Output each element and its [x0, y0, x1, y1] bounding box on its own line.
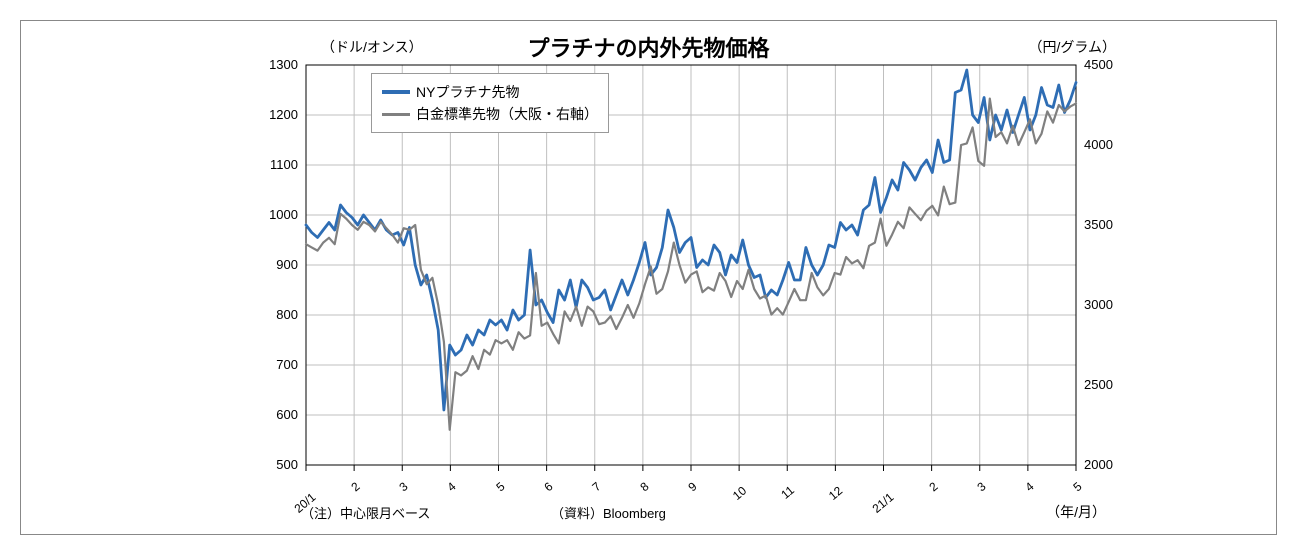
- x-tick: 21/1: [869, 490, 896, 516]
- legend-item-osaka: 白金標準先物（大阪・右軸）: [382, 104, 598, 124]
- y-right-tick: 2000: [1084, 457, 1124, 472]
- y-left-tick: 500: [258, 457, 298, 472]
- y-right-tick: 3000: [1084, 297, 1124, 312]
- y-left-tick: 600: [258, 407, 298, 422]
- x-tick: 11: [779, 483, 798, 502]
- y-left-tick: 1200: [258, 107, 298, 122]
- y-left-tick: 1100: [258, 157, 298, 172]
- x-tick: 10: [730, 484, 749, 503]
- y-left-tick: 1300: [258, 57, 298, 72]
- x-tick: 3: [397, 479, 411, 494]
- x-tick: 4: [1022, 479, 1036, 494]
- x-tick: 12: [826, 484, 845, 503]
- x-tick: 9: [685, 479, 699, 494]
- y-left-tick: 800: [258, 307, 298, 322]
- x-tick: 7: [589, 479, 603, 494]
- y-right-tick: 4500: [1084, 57, 1124, 72]
- x-tick: 2: [926, 479, 940, 494]
- x-tick: 2: [349, 479, 363, 494]
- x-tick: 5: [493, 479, 507, 494]
- right-axis-unit: （円/グラム）: [1029, 37, 1116, 57]
- y-left-tick: 1000: [258, 207, 298, 222]
- legend-label-ny: NYプラチナ先物: [416, 82, 519, 102]
- x-tick: 8: [637, 479, 651, 494]
- left-axis-unit: （ドル/オンス）: [321, 37, 423, 57]
- y-left-tick: 700: [258, 357, 298, 372]
- x-tick: 4: [445, 479, 459, 494]
- y-left-tick: 900: [258, 257, 298, 272]
- y-right-tick: 4000: [1084, 137, 1124, 152]
- footnote: （注）中心限月ベース: [301, 503, 430, 522]
- legend-item-ny: NYプラチナ先物: [382, 82, 598, 102]
- y-right-tick: 3500: [1084, 217, 1124, 232]
- chart-frame: プラチナの内外先物価格 （ドル/オンス） （円/グラム） NYプラチナ先物 白金…: [20, 20, 1277, 535]
- chart-title: プラチナの内外先物価格: [527, 31, 769, 63]
- source-note: （資料）Bloomberg: [551, 503, 666, 522]
- legend: NYプラチナ先物 白金標準先物（大阪・右軸）: [371, 73, 609, 133]
- x-tick: 5: [1070, 479, 1084, 494]
- legend-label-osaka: 白金標準先物（大阪・右軸）: [416, 104, 598, 124]
- x-axis-label: （年/月）: [1046, 502, 1106, 522]
- x-tick: 6: [541, 479, 555, 494]
- legend-swatch-ny: [382, 90, 410, 94]
- y-right-tick: 2500: [1084, 377, 1124, 392]
- legend-swatch-osaka: [382, 113, 410, 116]
- x-tick: 3: [974, 479, 988, 494]
